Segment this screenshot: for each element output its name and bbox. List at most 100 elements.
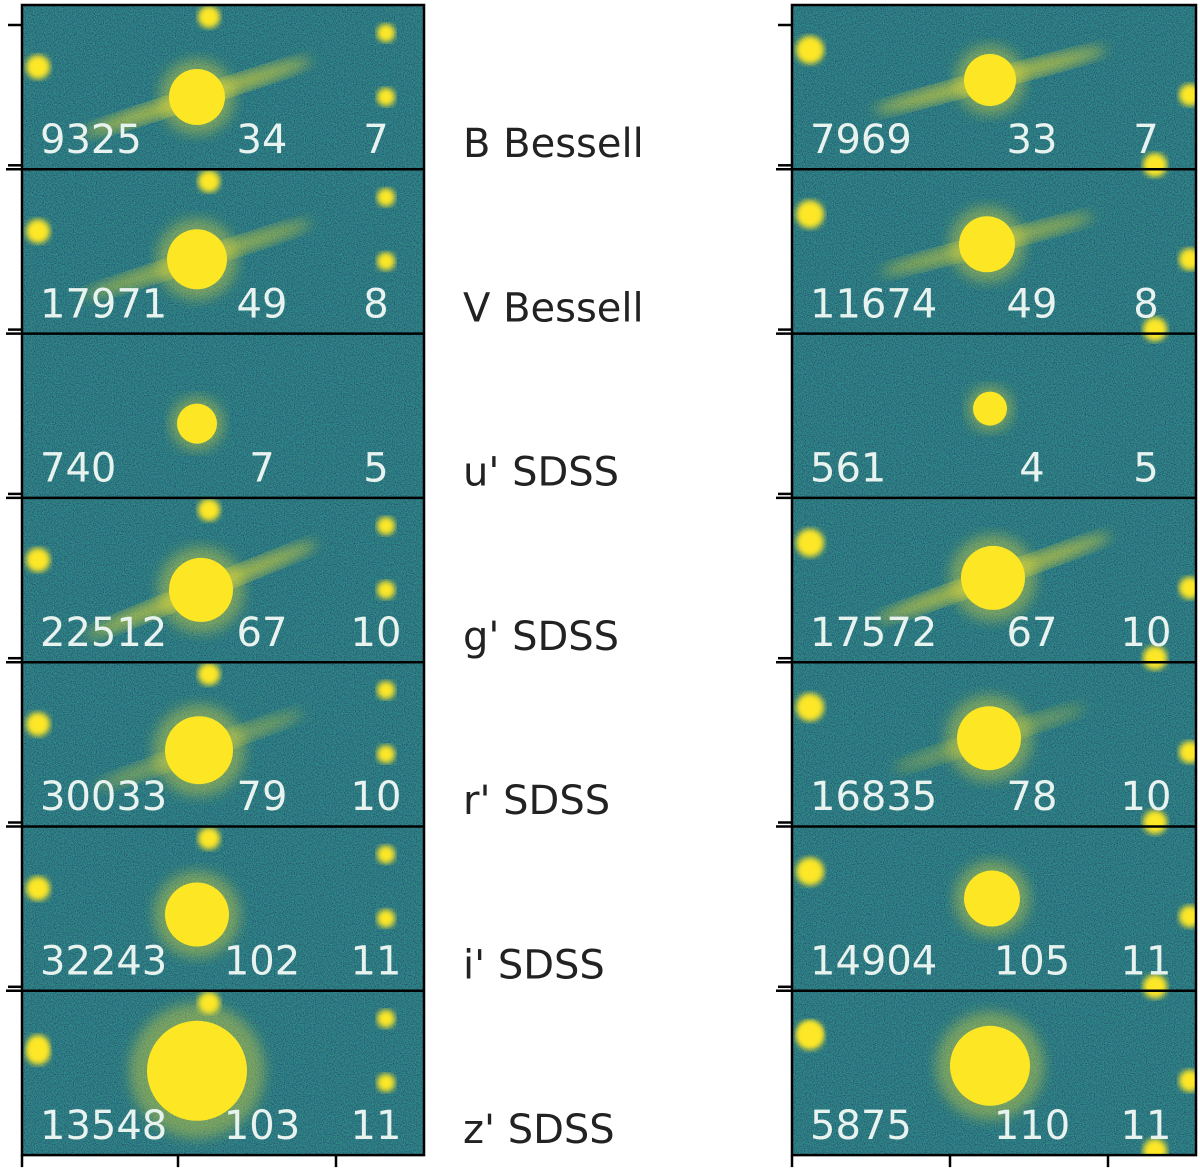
left-value-2: 8 [363,281,388,327]
left-value-1: 49 [237,281,288,327]
right-value-2: 10 [1121,610,1172,656]
right-value-0: 17572 [810,610,937,656]
star-source [1179,1069,1196,1092]
galaxy-core [964,870,1020,927]
filter-label: i' SDSS [463,943,605,989]
star-source [377,516,395,535]
galaxy-core [165,716,233,785]
left-value-0: 32243 [40,939,167,985]
galaxy-core [961,545,1025,610]
star-source [796,200,824,229]
left-value-0: 740 [40,446,116,492]
star-source [377,1009,395,1028]
right-value-1: 110 [994,1103,1070,1149]
star-source [798,1020,822,1045]
left-value-0: 22512 [40,610,167,656]
star-source [1143,1138,1167,1155]
star-source [377,188,395,207]
star-source [1179,84,1196,106]
right-value-2: 11 [1121,1103,1172,1149]
star-source [377,1073,395,1092]
galaxy-core [957,706,1021,771]
star-source [796,36,824,64]
left-value-0: 13548 [40,1103,167,1149]
right-value-1: 49 [1007,281,1058,327]
star-source [1179,248,1196,271]
star-source [796,693,824,722]
star-source [198,663,220,686]
right-column-frame [790,3,1198,1157]
star-source [198,6,220,28]
left-value-1: 67 [237,610,288,656]
star-source [198,498,220,521]
star-source [198,991,220,1014]
right-image-column [792,5,1196,1155]
left-value-2: 7 [363,117,388,163]
galaxy-core [964,54,1016,106]
star-source [1143,810,1167,835]
star-source [26,712,50,737]
galaxy-core [165,882,229,947]
star-source [1179,905,1196,928]
left-value-1: 102 [224,939,300,985]
filter-label: g' SDSS [463,614,619,660]
left-value-2: 11 [351,939,402,985]
star-source [1143,974,1167,999]
star-source [377,681,395,700]
right-value-0: 561 [810,446,886,492]
right-value-0: 16835 [810,774,937,820]
galaxy-core [177,403,217,444]
filter-label: B Bessell [463,121,644,167]
right-value-1: 105 [994,939,1070,985]
galaxy-core [147,1020,247,1121]
right-value-2: 5 [1133,446,1158,492]
right-value-2: 8 [1133,281,1158,327]
star-source [1143,153,1167,177]
star-source [1143,317,1167,342]
right-value-1: 4 [1019,446,1044,492]
star-source [377,909,395,928]
left-value-2: 5 [363,446,388,492]
galaxy-core [959,216,1015,273]
left-value-1: 7 [249,446,274,492]
galaxy-core [169,557,233,622]
left-value-1: 79 [237,774,288,820]
right-value-0: 5875 [810,1103,912,1149]
star-source [1143,645,1167,670]
galaxy-core [167,229,227,290]
star-source [796,857,824,886]
left-value-0: 17971 [40,281,167,327]
galaxy-core [169,69,225,125]
filter-label: u' SDSS [463,450,619,496]
right-value-0: 14904 [810,939,937,985]
galaxy-core [950,1025,1030,1106]
right-value-1: 33 [1007,117,1058,163]
filter-label: z' SDSS [463,1107,615,1153]
star-source [26,547,50,572]
star-source [377,88,395,106]
left-value-2: 11 [351,1103,402,1149]
star-source [27,1034,49,1057]
star-source [1179,576,1196,599]
star-source [377,252,395,271]
left-value-2: 10 [351,610,402,656]
right-value-2: 7 [1133,117,1158,163]
star-source [198,827,220,850]
left-value-1: 34 [237,117,288,163]
left-value-1: 103 [224,1103,300,1149]
left-column-frame [20,3,426,1157]
right-value-0: 11674 [810,281,937,327]
star-source [377,845,395,864]
star-source [377,24,395,42]
left-value-0: 9325 [40,117,142,163]
left-image-column [22,5,424,1155]
star-source [26,219,50,244]
star-source [796,528,824,557]
right-value-1: 67 [1007,610,1058,656]
galaxy-core [973,391,1007,426]
filter-label: r' SDSS [463,778,610,824]
left-value-2: 10 [351,774,402,820]
right-value-2: 10 [1121,774,1172,820]
star-source [26,55,50,79]
left-value-0: 30033 [40,774,167,820]
